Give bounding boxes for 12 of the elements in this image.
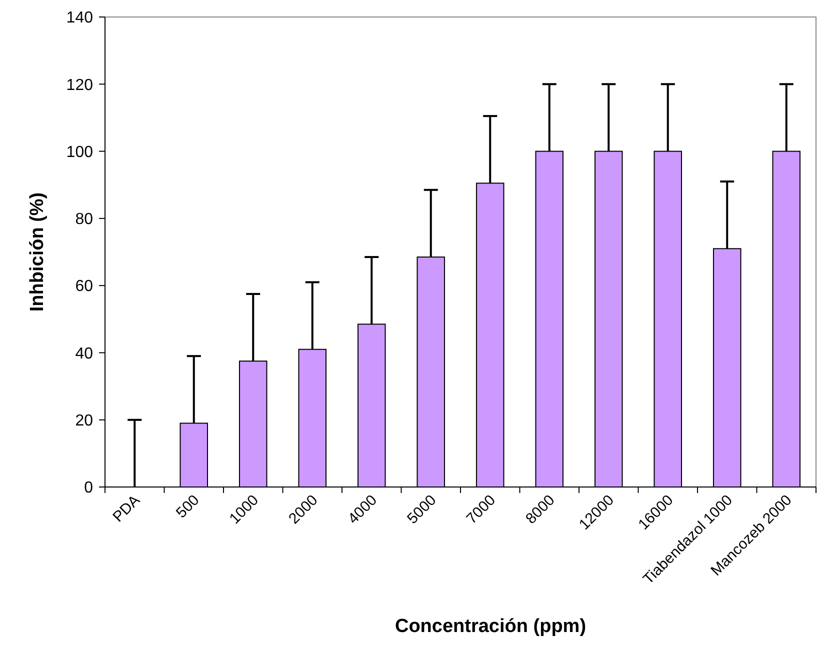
y-tick-label: 120 xyxy=(66,76,94,94)
y-tick-label: 40 xyxy=(75,345,94,362)
y-tick-label: 60 xyxy=(75,278,94,296)
y-tick-label: 80 xyxy=(75,211,94,228)
x-axis-title: Concentración (ppm) xyxy=(394,616,586,637)
y-axis-title: Inhbición (%) xyxy=(27,192,48,312)
x-tick-label: PDA xyxy=(110,492,144,526)
y-tick-label: 0 xyxy=(84,480,94,497)
y-tick-label: 140 xyxy=(66,10,94,27)
y-tick-label: 100 xyxy=(66,144,94,161)
x-tick-label: 500 xyxy=(172,492,203,522)
y-tick-label: 20 xyxy=(75,412,94,430)
